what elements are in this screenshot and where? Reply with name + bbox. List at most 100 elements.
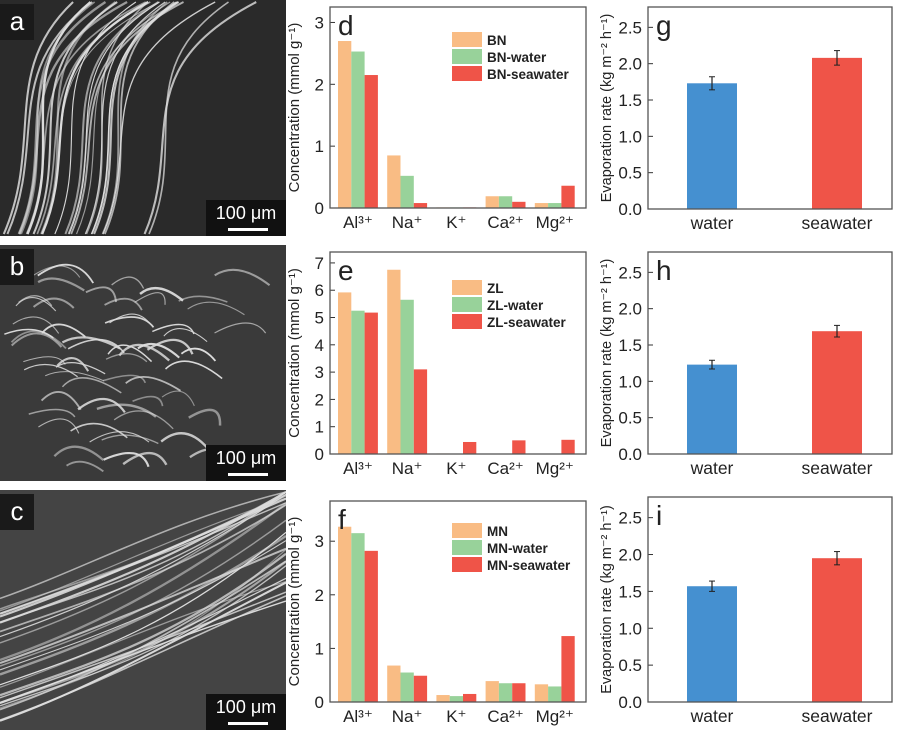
sem-feature: [55, 361, 106, 375]
sem-feature: [104, 316, 155, 328]
sem-feature: [41, 323, 86, 338]
sem-feature: [137, 342, 180, 359]
y-tick-label: 1: [315, 418, 324, 437]
y-tick-label: 1.5: [618, 91, 642, 110]
scale-bar-label: 100 μm: [215, 697, 277, 717]
sem-feature: [0, 565, 286, 707]
sem-feature: [102, 1, 216, 235]
sem-feature: [84, 1, 166, 235]
x-tick-label: water: [690, 213, 734, 233]
x-tick-label: Na⁺: [392, 707, 423, 726]
legend-swatch: [452, 297, 482, 312]
y-tick-label: 0.5: [618, 656, 642, 675]
sem-feature: [32, 297, 75, 309]
panel-label-g: g: [656, 10, 672, 41]
chart-panel-d: 0 1 2 3 Concentration (mmol g⁻¹) Al³⁺ Na⁺ K⁺ Ca²…: [286, 6, 587, 232]
bar-mn-seawater: [561, 636, 575, 702]
sem-feature: [0, 504, 286, 633]
sem-feature: [41, 1, 160, 235]
sem-feature: [56, 357, 90, 372]
sem-feature: [105, 353, 148, 363]
bar-mn: [338, 526, 352, 702]
x-tick-label: K⁺: [446, 213, 466, 232]
bar-zl: [387, 269, 401, 454]
x-tick-label: Ca²⁺: [487, 707, 523, 726]
bar-bn: [338, 41, 352, 209]
bar-mn-seawater: [463, 693, 477, 702]
chart-panel-f: 0 1 2 3 Concentration (mmol g⁻¹) Al³⁺ Na⁺ K⁺ Ca²…: [286, 500, 587, 726]
bar-water: [687, 83, 737, 209]
bar-bn: [387, 155, 401, 208]
y-axis-label: Concentration (mmol g⁻¹): [286, 268, 303, 438]
y-tick-label: 3: [315, 532, 324, 551]
legend-label: ZL-water: [487, 298, 544, 313]
legend-label: ZL-seawater: [487, 315, 567, 330]
legend-label: MN: [487, 524, 508, 539]
sem-feature: [160, 432, 210, 450]
bar-mn: [485, 681, 499, 702]
legend-swatch: [452, 314, 482, 329]
plot-frame: [647, 496, 893, 703]
sem-texture: [0, 490, 286, 730]
y-axis-label: Evaporation rate (kg m⁻² h⁻¹): [599, 14, 615, 203]
y-tick-label: 0.0: [618, 445, 642, 464]
sem-feature: [2, 1, 74, 235]
bar-mn-water: [449, 696, 463, 702]
sem-feature: [28, 408, 76, 418]
bar-mn-seawater: [364, 550, 378, 702]
x-tick-label: K⁺: [446, 459, 466, 478]
sem-feature: [38, 418, 80, 434]
sem-feature: [0, 497, 286, 618]
bar-zl-seawater: [364, 312, 378, 454]
bar-zl-seawater: [463, 441, 477, 454]
bar-zl: [338, 292, 352, 454]
sem-feature: [0, 502, 286, 662]
x-tick-label: seawater: [801, 213, 872, 233]
plot-frame: [647, 6, 893, 210]
x-tick-label: water: [690, 458, 734, 478]
x-tick-label: Al³⁺: [343, 707, 373, 726]
sem-feature: [89, 431, 150, 443]
sem-feature: [25, 1, 147, 235]
y-tick-label: 1.5: [618, 336, 642, 355]
x-tick-label: Al³⁺: [343, 459, 373, 478]
sem-feature: [37, 277, 85, 292]
bar-mn: [534, 684, 549, 702]
sem-feature: [54, 1, 137, 235]
panel-label-f: f: [338, 504, 346, 535]
sem-feature: [93, 1, 179, 235]
sem-feature: [32, 1, 118, 235]
bar-mn-water: [548, 686, 562, 702]
bar-water: [687, 364, 737, 454]
bar-water: [687, 586, 737, 702]
x-tick-label: Na⁺: [392, 213, 423, 232]
sem-feature: [134, 292, 166, 305]
x-tick-label: Mg²⁺: [536, 459, 574, 478]
sem-image-b: b 100 μm: [0, 245, 286, 481]
bar-zl-seawater: [561, 439, 575, 454]
sem-feature: [10, 330, 67, 349]
bar-mn-water: [351, 533, 365, 702]
bar-bn-water: [498, 196, 513, 208]
y-tick-label: 2: [315, 390, 324, 409]
y-tick-label: 0.0: [618, 200, 642, 219]
y-tick-label: 0.5: [618, 409, 642, 428]
y-tick-label: 2: [315, 586, 324, 605]
scale-bar-label: 100 μm: [215, 203, 277, 223]
sem-feature: [0, 600, 286, 704]
panel-label-i: i: [656, 500, 662, 531]
sem-feature: [101, 434, 159, 445]
sem-feature: [122, 451, 168, 466]
sem-feature: [0, 560, 286, 711]
x-tick-label: water: [690, 706, 734, 726]
sem-feature: [85, 286, 117, 303]
y-axis-label: Concentration (mmol g⁻¹): [286, 23, 303, 193]
x-tick-label: K⁺: [446, 707, 466, 726]
x-tick-label: Ca²⁺: [487, 459, 523, 478]
sem-feature: [0, 491, 286, 600]
sem-feature: [0, 519, 286, 667]
sem-feature: [23, 356, 66, 365]
y-tick-label: 1.0: [618, 127, 642, 146]
